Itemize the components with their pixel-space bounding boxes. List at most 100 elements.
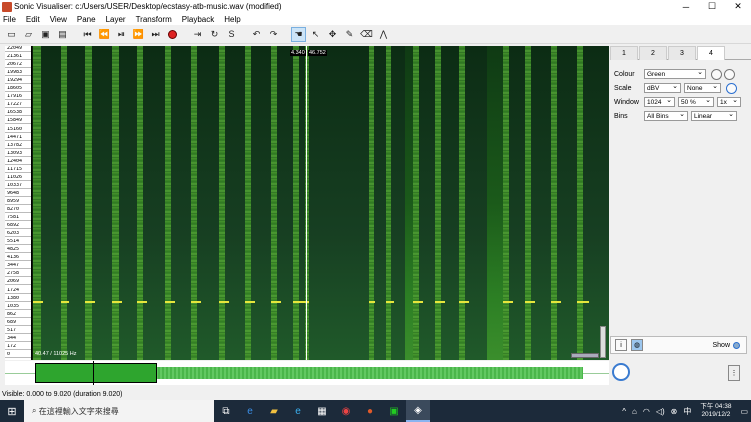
tab-1[interactable]: 1: [610, 46, 638, 60]
spectral-peak-line: [413, 301, 423, 303]
notification-icon[interactable]: ▭: [740, 406, 748, 416]
sonic-visualiser-taskbar-icon[interactable]: ◈: [406, 400, 430, 422]
rewind-start-icon[interactable]: ⏮: [83, 28, 92, 39]
overview-cursor[interactable]: [93, 361, 94, 385]
file-explorer-icon[interactable]: ▰: [270, 405, 278, 417]
bin-scale-select[interactable]: Linear: [691, 110, 737, 121]
fast-forward-icon[interactable]: ⏩: [132, 28, 145, 39]
new-icon[interactable]: ▭: [7, 28, 16, 39]
show-toggle[interactable]: [733, 341, 740, 349]
horizontal-zoom-control[interactable]: [571, 353, 599, 358]
gain-knob[interactable]: [724, 68, 735, 80]
network-icon[interactable]: ⌂: [632, 406, 637, 416]
overview-visible-region[interactable]: [35, 363, 157, 383]
line-icon[interactable]: ▣: [389, 405, 399, 417]
info-icon[interactable]: i: [615, 339, 627, 351]
spectral-peak-line: [551, 301, 561, 303]
internet-explorer-icon[interactable]: e: [295, 405, 301, 417]
tab-3[interactable]: 3: [668, 46, 696, 60]
store-icon[interactable]: ▦: [317, 405, 327, 417]
draw-icon[interactable]: ✎: [345, 28, 354, 39]
menu-transform[interactable]: Transform: [135, 14, 172, 24]
record-icon[interactable]: [165, 27, 180, 42]
menu-playback[interactable]: Playback: [181, 14, 215, 24]
toolbar-separator: [72, 27, 78, 42]
minimize-button[interactable]: ─: [682, 1, 690, 12]
overview-pane[interactable]: [5, 361, 609, 385]
menu-help[interactable]: Help: [224, 14, 241, 24]
rewind-icon[interactable]: ⏪: [98, 28, 111, 39]
spectrogram-pane[interactable]: 22049 21361 20672 19983 19294 18605 17916 17227…: [5, 46, 609, 360]
oversampling-select[interactable]: 1x: [717, 96, 741, 107]
spectrogram-band: [459, 46, 465, 360]
fast-forward-end-icon[interactable]: ⏭: [151, 28, 160, 39]
normalization-select[interactable]: None: [684, 82, 721, 93]
redo-icon[interactable]: ↷: [269, 28, 278, 39]
spectrogram-band: [197, 46, 219, 360]
measure-icon[interactable]: ⋀: [379, 28, 388, 39]
edge-icon[interactable]: e: [247, 405, 253, 417]
spectral-peak-line: [386, 301, 394, 303]
window-overlap-select[interactable]: 50 %: [678, 96, 714, 107]
clock[interactable]: 下午 04:38 2019/12/2: [700, 403, 731, 419]
playback-cursor[interactable]: [306, 46, 307, 360]
menu-view[interactable]: View: [49, 14, 67, 24]
save-as-icon[interactable]: ▤: [58, 28, 67, 39]
maximize-button[interactable]: ☐: [707, 1, 717, 11]
windows-start-icon[interactable]: ⊞: [7, 405, 17, 418]
spectrogram-band: [191, 46, 197, 360]
open-icon[interactable]: ▱: [25, 28, 32, 39]
spectrogram-band: [369, 46, 374, 360]
volume-icon[interactable]: ◁): [655, 406, 665, 416]
search-icon: ⌕: [32, 406, 39, 415]
level-meter-icon: ⋮: [728, 365, 740, 381]
colour-rotation-knob[interactable]: [711, 68, 722, 80]
colour-select[interactable]: Green: [644, 68, 706, 79]
spectrogram-band: [441, 46, 459, 360]
loop-icon[interactable]: ↻: [210, 28, 219, 39]
solo-icon[interactable]: S: [228, 29, 235, 39]
scale-tick-label: 6203: [5, 231, 31, 238]
menu-layer[interactable]: Layer: [105, 14, 126, 24]
menu-file[interactable]: File: [3, 14, 16, 24]
bins-select[interactable]: All Bins: [644, 110, 688, 121]
scale-tick-label: 17227: [5, 102, 31, 109]
powerpoint-icon[interactable]: ●: [366, 405, 374, 417]
tab-4[interactable]: 4: [697, 46, 725, 60]
vertical-zoom-scrollbar[interactable]: [600, 326, 606, 358]
task-view-icon[interactable]: ⧉: [222, 405, 230, 417]
taskbar-search-input[interactable]: ⌕ 在這裡輸入文字來搜尋: [24, 400, 214, 422]
tab-2[interactable]: 2: [639, 46, 667, 60]
tray-chevron-icon[interactable]: ^: [622, 406, 626, 416]
select-icon[interactable]: ↖: [311, 28, 320, 39]
window-size-select[interactable]: 1024: [644, 96, 675, 107]
save-icon[interactable]: ▣: [41, 28, 50, 39]
erase-icon[interactable]: ⌫: [360, 28, 373, 39]
spectral-peak-line: [293, 301, 309, 303]
play-pause-icon[interactable]: ⏯: [117, 28, 126, 39]
layer-icon[interactable]: ◍: [631, 339, 643, 351]
chrome-icon[interactable]: ◉: [341, 405, 351, 417]
close-button[interactable]: ✕: [734, 1, 742, 11]
playback-speed-knob[interactable]: [612, 363, 630, 381]
threshold-knob[interactable]: [726, 82, 737, 94]
navigate-icon[interactable]: ☚: [291, 26, 306, 42]
spectrogram-band: [219, 46, 225, 360]
menu-pane[interactable]: Pane: [76, 14, 96, 24]
scale-tick-label: 1380: [5, 296, 31, 302]
show-label: Show: [712, 341, 730, 349]
overview-waveform[interactable]: [35, 367, 583, 379]
scale-tick-label: 2069: [5, 279, 31, 286]
scale-select[interactable]: dBV: [644, 82, 681, 93]
scale-tick-label: 17916: [5, 94, 31, 101]
status-bar: Visible: 0.000 to 9.020 (duration 9.020): [0, 389, 751, 400]
menu-edit[interactable]: Edit: [25, 14, 40, 24]
undo-icon[interactable]: ↶: [252, 28, 261, 39]
wifi-icon[interactable]: ◠: [642, 406, 650, 416]
play-selection-icon[interactable]: ⇥: [193, 28, 202, 39]
colour-row: Colour Green: [614, 68, 735, 80]
spectrogram[interactable]: [33, 46, 609, 360]
ime-icon[interactable]: ⊗: [670, 406, 678, 416]
language-icon[interactable]: 中: [683, 406, 692, 416]
move-icon[interactable]: ✥: [328, 28, 337, 39]
